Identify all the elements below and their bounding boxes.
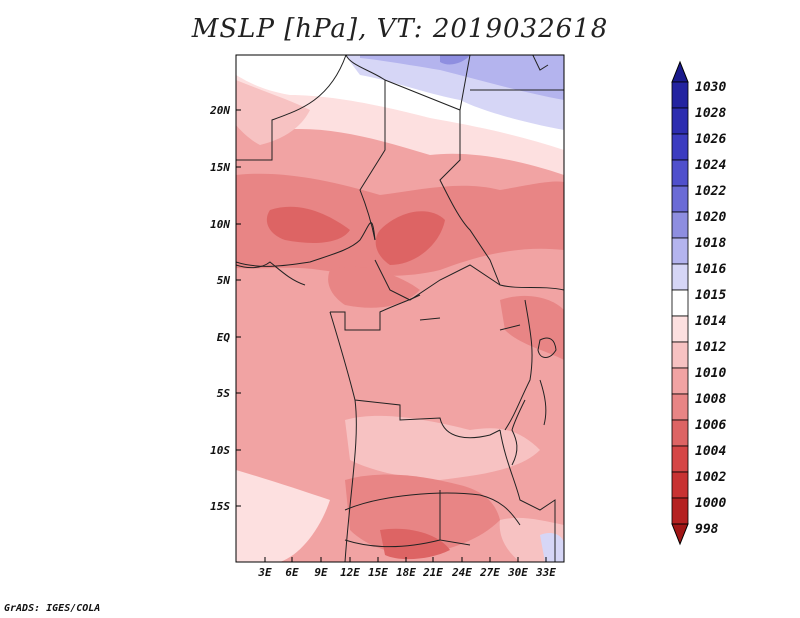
pressure-fill (236, 55, 564, 562)
colorbar-segment (671, 393, 689, 421)
grads-credit: GrADS: IGES/COLA (4, 603, 101, 614)
colorbar (671, 60, 689, 546)
colorbar-label: 1004 (695, 444, 727, 459)
xtick-label-33E: 33E (536, 566, 556, 579)
colorbar-label: 1026 (695, 132, 727, 147)
colorbar-segment (671, 211, 689, 239)
colorbar-segment (671, 497, 689, 525)
xtick-label-6E: 6E (285, 566, 299, 579)
ytick-label-5N: 5N (216, 274, 230, 287)
colorbar-label: 1006 (695, 418, 727, 433)
ytick-label-10S: 10S (210, 444, 230, 457)
xtick-label-27E: 27E (480, 566, 500, 579)
xtick-label-3E: 3E (258, 566, 272, 579)
xtick-label-21E: 21E (423, 566, 443, 579)
colorbar-label: 1024 (695, 158, 727, 173)
colorbar-segment (671, 341, 689, 369)
colorbar-segment (671, 445, 689, 473)
colorbar-label: 1014 (695, 314, 727, 329)
colorbar-segment (671, 263, 689, 291)
colorbar-label: 1030 (695, 80, 727, 95)
xtick-label-12E: 12E (340, 566, 360, 579)
ytick-label-10N: 10N (210, 218, 230, 231)
ytick-label-EQ: EQ (216, 331, 230, 344)
map-title: MSLP [hPa], VT: 2019032618 (191, 14, 609, 44)
colorbar-segment (671, 237, 689, 265)
colorbar-segment (671, 471, 689, 499)
colorbar-label: 1002 (695, 470, 727, 485)
colorbar-label: 1022 (695, 184, 727, 199)
colorbar-label: 1008 (695, 392, 727, 407)
xtick-label-15E: 15E (368, 566, 388, 579)
colorbar-segment (671, 367, 689, 395)
xtick-label-18E: 18E (396, 566, 416, 579)
colorbar-segment (671, 315, 689, 343)
colorbar-label: 1000 (695, 496, 727, 511)
colorbar-label: 1020 (695, 210, 727, 225)
colorbar-label: 1028 (695, 106, 727, 121)
colorbar-label: 1018 (695, 236, 727, 251)
xtick-label-30E: 30E (508, 566, 528, 579)
colorbar-label: 1010 (695, 366, 727, 381)
country-borders (236, 55, 564, 562)
colorbar-label: 998 (695, 522, 719, 537)
colorbar-segment (671, 159, 689, 187)
ytick-label-5S: 5S (216, 387, 230, 400)
xtick-label-9E: 9E (314, 566, 328, 579)
colorbar-segment (671, 419, 689, 447)
colorbar-label: 1012 (695, 340, 727, 355)
colorbar-segment (671, 133, 689, 161)
colorbar-bottom-arrow (671, 523, 689, 546)
xtick-label-24E: 24E (452, 566, 472, 579)
colorbar-label: 1016 (695, 262, 727, 277)
colorbar-segment (671, 81, 689, 109)
ytick-label-20N: 20N (210, 104, 230, 117)
colorbar-top-arrow (671, 60, 689, 83)
map-frame (235, 54, 565, 563)
colorbar-segment (671, 185, 689, 213)
colorbar-segment (671, 289, 689, 317)
ytick-label-15S: 15S (210, 500, 230, 513)
colorbar-label: 1015 (695, 288, 727, 303)
ytick-label-15N: 15N (210, 161, 230, 174)
colorbar-segment (671, 107, 689, 135)
